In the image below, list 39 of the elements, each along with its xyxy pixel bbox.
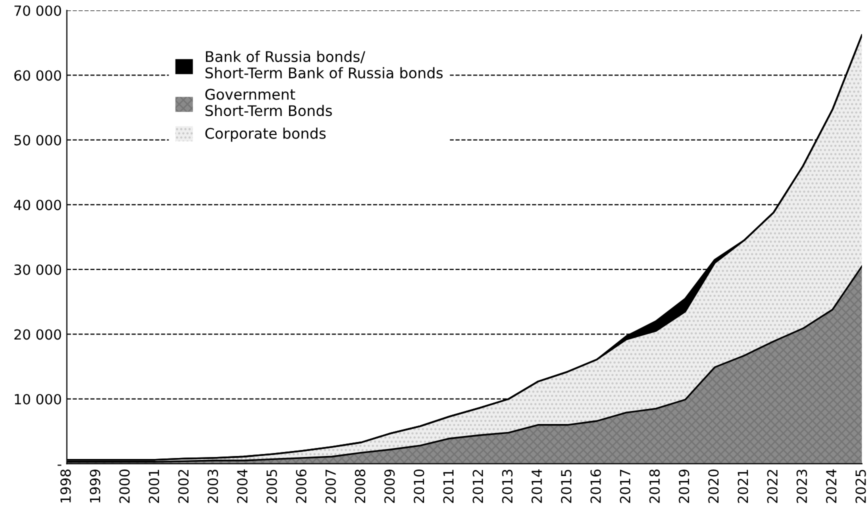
x-tick-label: 2013: [502, 470, 513, 503]
x-tick-label: 2007: [325, 470, 336, 503]
x-tick-label: 2002: [178, 470, 189, 503]
x-tick-label: 2025: [855, 470, 866, 503]
legend-label: Corporate bonds: [205, 128, 326, 142]
x-tick-label: 2009: [384, 470, 395, 503]
legend-label: Bank of Russia bonds/ Short-Term Bank of Russia bonds: [206, 50, 443, 78]
x-tick-label: 1999: [90, 470, 100, 502]
x-tick-label: 2003: [208, 470, 218, 503]
x-tick-label: 2018: [649, 470, 660, 503]
x-tick-label: 2005: [266, 470, 277, 503]
x-tick-label: 2021: [738, 470, 748, 503]
x-tick-label: 2014: [532, 469, 542, 503]
y-tick-label: 40 000: [14, 200, 62, 210]
x-tick-label: 2000: [119, 470, 130, 503]
x-tick-label: 2019: [678, 470, 690, 503]
x-tick-label: 2012: [472, 470, 484, 503]
legend-label: Government Short-Term Bonds: [205, 88, 332, 116]
y-tick-label: 60 000: [14, 70, 62, 81]
x-tick-label: 2010: [414, 470, 424, 503]
y-tick-label: -: [58, 464, 62, 466]
x-tick-label: 2004: [237, 469, 248, 503]
x-tick-label: 2024: [826, 469, 837, 503]
y-tick-label: 50 000: [14, 134, 62, 146]
x-tick-label: 2008: [354, 470, 366, 503]
x-tick-label: 2001: [148, 470, 160, 503]
x-tick-label: 2011: [443, 470, 454, 503]
x-tick-label: 2017: [620, 470, 630, 503]
x-tick-label: 2022: [767, 470, 778, 503]
y-tick-label: 70 000: [14, 5, 62, 16]
x-tick-label: 2023: [796, 470, 808, 503]
x-tick-label: 2015: [560, 470, 572, 503]
x-tick-label: 2016: [590, 469, 601, 503]
x-tick-label: 2006: [296, 469, 306, 503]
x-tick-label: 2020: [708, 470, 719, 503]
y-tick-label: 20 000: [14, 329, 62, 340]
x-tick-label: 1998: [60, 470, 71, 502]
y-tick-label: 10 000: [14, 394, 62, 404]
y-tick-label: 30 000: [14, 264, 62, 275]
